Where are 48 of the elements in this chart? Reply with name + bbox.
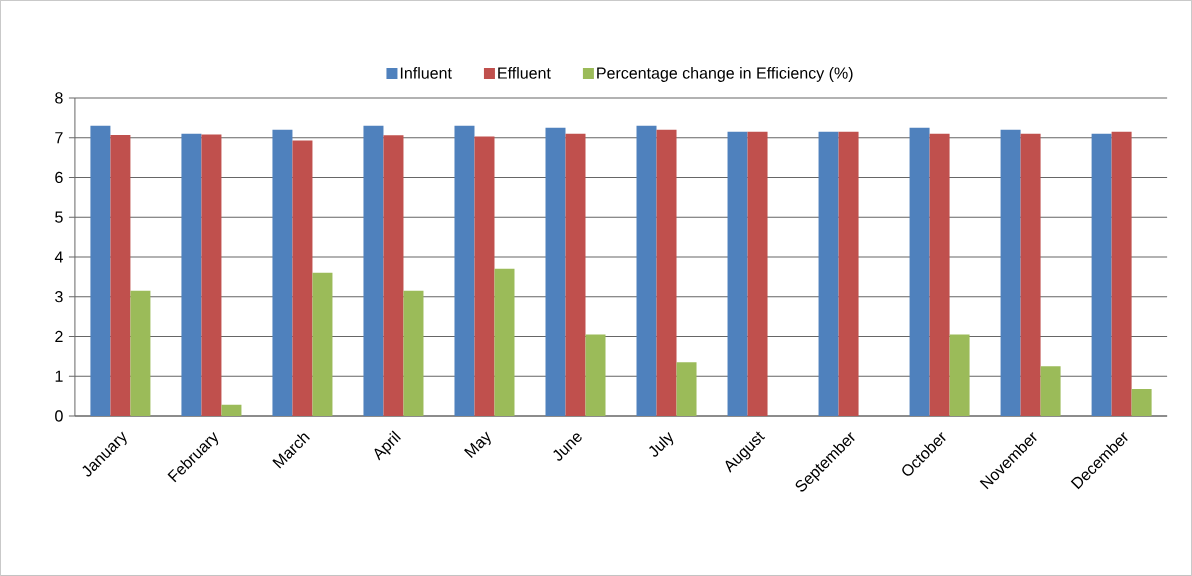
bar: [838, 131, 859, 417]
bar: [90, 125, 111, 417]
bar: [312, 272, 333, 417]
bar: [221, 404, 242, 417]
bar: [636, 125, 657, 417]
legend-label: Influent: [400, 67, 452, 79]
y-tick-label: 4: [54, 251, 63, 263]
bar: [272, 129, 293, 417]
bar: [1020, 133, 1041, 417]
bar: [1111, 131, 1132, 417]
legend-label: Effluent: [498, 67, 551, 79]
y-tick-label: 1: [55, 370, 63, 382]
bar: [545, 127, 566, 417]
bar: [494, 268, 515, 417]
y-tick-label: 7: [55, 132, 63, 144]
legend-label: Percentage change in Efficiency (%): [597, 67, 853, 82]
bar: [818, 131, 839, 417]
y-tick-label: 5: [55, 211, 63, 223]
y-tick-label: 0: [55, 410, 63, 422]
bar: [747, 131, 768, 417]
x-tick-label: May: [464, 431, 491, 459]
bar: [474, 136, 495, 417]
bar: [363, 125, 384, 417]
bar: [656, 129, 677, 417]
bar: [949, 334, 970, 417]
bar: [565, 133, 586, 417]
y-tick-label: 3: [55, 291, 63, 303]
bar: [454, 125, 475, 417]
x-tick-label: July: [649, 432, 674, 457]
bar: [201, 134, 222, 417]
bar: [403, 290, 424, 417]
bar: [181, 133, 202, 417]
bar: [1131, 388, 1152, 417]
y-tick-label: 8: [55, 92, 63, 104]
bar: [909, 127, 930, 417]
bar: [676, 362, 697, 417]
y-tick-label: 6: [55, 171, 63, 184]
bar: [1040, 366, 1061, 417]
y-tick-label: 2: [55, 330, 63, 343]
bar: [585, 334, 606, 417]
bar: [383, 135, 404, 417]
bar: [110, 134, 131, 417]
bar: [292, 140, 313, 417]
bar: [1091, 133, 1112, 417]
bar: [727, 131, 748, 417]
bar: [130, 290, 151, 417]
bar: [1000, 129, 1021, 417]
bar: [929, 133, 950, 417]
